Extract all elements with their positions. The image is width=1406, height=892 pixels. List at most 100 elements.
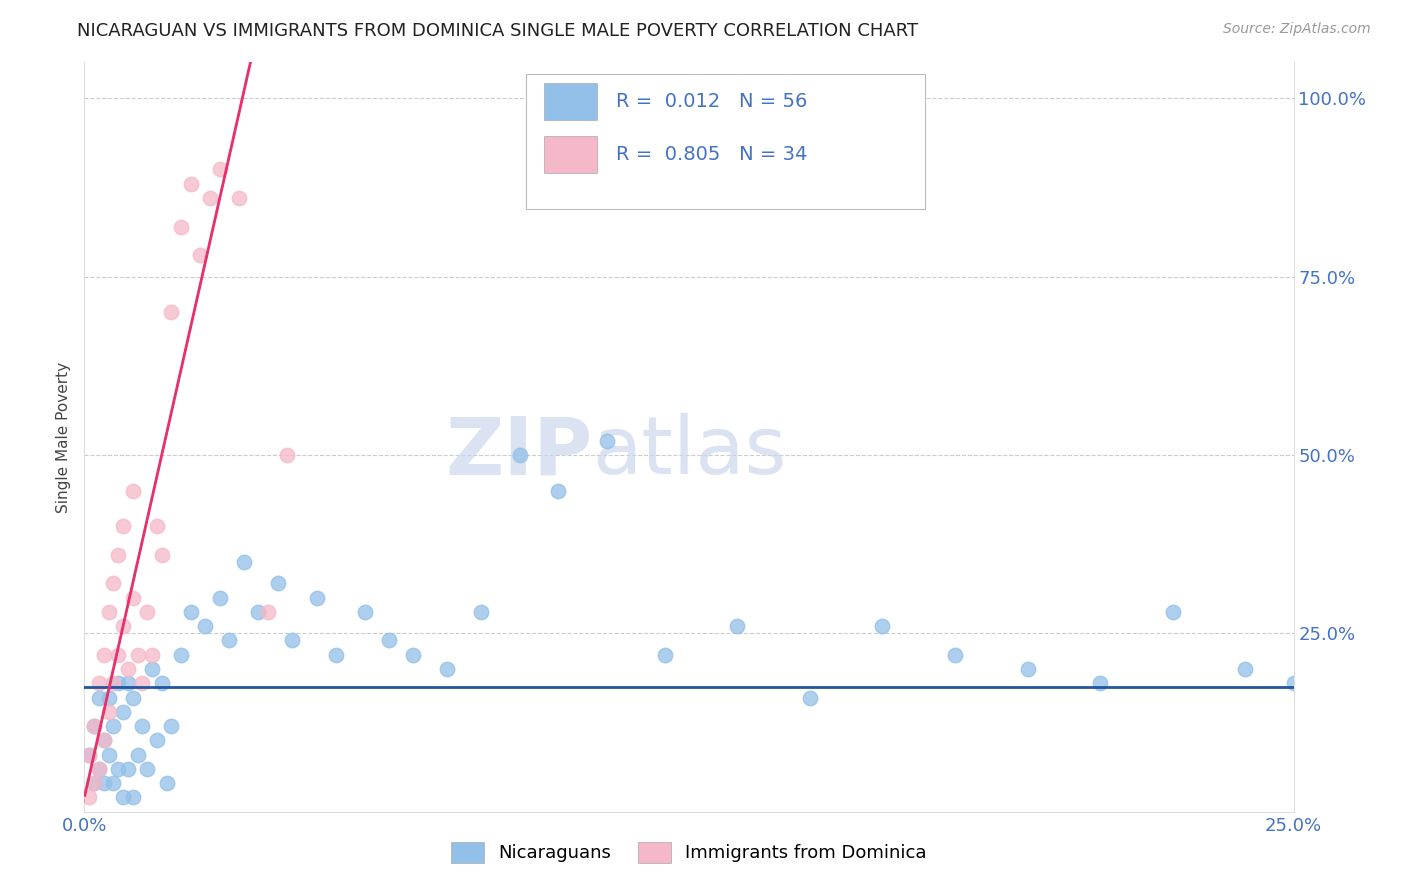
- Text: NICARAGUAN VS IMMIGRANTS FROM DOMINICA SINGLE MALE POVERTY CORRELATION CHART: NICARAGUAN VS IMMIGRANTS FROM DOMINICA S…: [77, 22, 918, 40]
- Point: [247, 605, 270, 619]
- Point: [228, 191, 250, 205]
- Point: [1017, 662, 1039, 676]
- Point: [1088, 676, 1111, 690]
- Point: [112, 705, 135, 719]
- FancyBboxPatch shape: [544, 84, 598, 120]
- Point: [799, 690, 821, 705]
- Point: [180, 605, 202, 619]
- Point: [194, 619, 217, 633]
- Point: [146, 519, 169, 533]
- Point: [170, 648, 193, 662]
- Point: [354, 605, 377, 619]
- Point: [160, 719, 183, 733]
- Point: [509, 448, 531, 462]
- Point: [87, 690, 110, 705]
- Point: [83, 719, 105, 733]
- Point: [107, 762, 129, 776]
- Point: [97, 747, 120, 762]
- Point: [112, 790, 135, 805]
- Text: Source: ZipAtlas.com: Source: ZipAtlas.com: [1223, 22, 1371, 37]
- Point: [141, 662, 163, 676]
- Point: [547, 483, 569, 498]
- Point: [305, 591, 328, 605]
- Point: [107, 548, 129, 562]
- Point: [281, 633, 304, 648]
- Point: [121, 690, 143, 705]
- Point: [180, 177, 202, 191]
- Point: [117, 676, 139, 690]
- Point: [103, 676, 125, 690]
- Point: [150, 676, 173, 690]
- Point: [436, 662, 458, 676]
- Point: [136, 605, 159, 619]
- Point: [654, 648, 676, 662]
- Point: [112, 519, 135, 533]
- Text: atlas: atlas: [592, 413, 786, 491]
- Point: [103, 776, 125, 790]
- Point: [131, 719, 153, 733]
- Point: [218, 633, 240, 648]
- Text: R =  0.805   N = 34: R = 0.805 N = 34: [616, 145, 808, 164]
- Point: [596, 434, 619, 448]
- Point: [325, 648, 347, 662]
- Point: [402, 648, 425, 662]
- Point: [77, 747, 100, 762]
- Point: [1282, 676, 1305, 690]
- Point: [1234, 662, 1257, 676]
- Point: [117, 762, 139, 776]
- Text: R =  0.012   N = 56: R = 0.012 N = 56: [616, 92, 808, 112]
- Point: [77, 790, 100, 805]
- Point: [198, 191, 221, 205]
- Point: [121, 591, 143, 605]
- Point: [267, 576, 290, 591]
- FancyBboxPatch shape: [544, 136, 598, 172]
- Text: ZIP: ZIP: [444, 413, 592, 491]
- Point: [83, 776, 105, 790]
- Point: [93, 733, 115, 747]
- Point: [97, 705, 120, 719]
- Point: [127, 747, 149, 762]
- Point: [276, 448, 298, 462]
- Point: [121, 790, 143, 805]
- Point: [141, 648, 163, 662]
- Point: [107, 676, 129, 690]
- Point: [150, 548, 173, 562]
- Point: [107, 648, 129, 662]
- Point: [87, 762, 110, 776]
- Point: [83, 776, 105, 790]
- Legend: Nicaraguans, Immigrants from Dominica: Nicaraguans, Immigrants from Dominica: [444, 835, 934, 870]
- Point: [127, 648, 149, 662]
- Point: [131, 676, 153, 690]
- Point: [233, 555, 256, 569]
- Y-axis label: Single Male Poverty: Single Male Poverty: [56, 361, 72, 513]
- Point: [103, 719, 125, 733]
- Point: [155, 776, 177, 790]
- Point: [872, 619, 894, 633]
- Point: [257, 605, 280, 619]
- Point: [97, 690, 120, 705]
- Point: [146, 733, 169, 747]
- Point: [378, 633, 401, 648]
- Point: [470, 605, 492, 619]
- Point: [208, 591, 231, 605]
- Point: [97, 605, 120, 619]
- Point: [190, 248, 212, 262]
- Point: [103, 576, 125, 591]
- Point: [93, 648, 115, 662]
- Point: [77, 747, 100, 762]
- Point: [725, 619, 748, 633]
- Point: [121, 483, 143, 498]
- Point: [170, 219, 193, 234]
- Point: [93, 776, 115, 790]
- Point: [160, 305, 183, 319]
- Point: [87, 676, 110, 690]
- Point: [83, 719, 105, 733]
- Point: [136, 762, 159, 776]
- Point: [87, 762, 110, 776]
- Point: [117, 662, 139, 676]
- FancyBboxPatch shape: [526, 74, 925, 209]
- Point: [1161, 605, 1184, 619]
- Point: [208, 162, 231, 177]
- Point: [93, 733, 115, 747]
- Point: [112, 619, 135, 633]
